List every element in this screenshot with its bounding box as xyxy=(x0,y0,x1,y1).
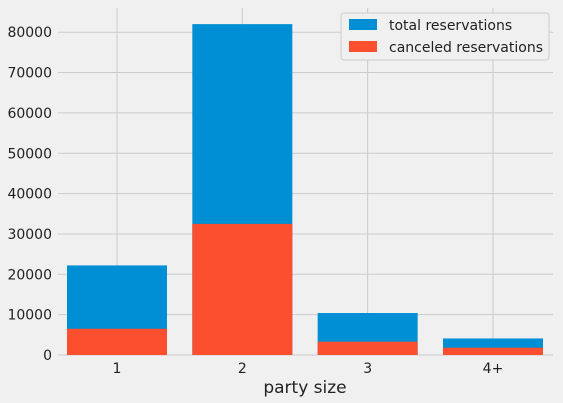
x-tick-label: 4+ xyxy=(483,361,504,377)
y-tick-label: 50000 xyxy=(7,146,52,162)
x-tick-label: 2 xyxy=(238,361,247,377)
y-tick-label: 30000 xyxy=(7,227,52,243)
y-tick-label: 40000 xyxy=(7,187,52,203)
y-tick-label: 70000 xyxy=(7,66,52,82)
bar-canceled-reservations xyxy=(442,347,543,355)
y-tick-label: 60000 xyxy=(7,106,52,122)
legend: total reservations canceled reservations xyxy=(340,12,550,61)
legend-frame xyxy=(340,12,550,61)
x-tick-label: 3 xyxy=(363,361,372,377)
y-tick-label: 80000 xyxy=(7,25,52,41)
x-tick-labels: 1 2 3 4+ xyxy=(113,361,504,377)
bar-canceled-reservations xyxy=(67,328,167,355)
y-tick-label: 0 xyxy=(43,348,52,364)
bar-canceled-reservations xyxy=(192,223,293,355)
legend-swatch-canceled xyxy=(349,41,377,52)
legend-label-total: total reservations xyxy=(389,18,512,34)
y-tick-labels: 0 10000 20000 30000 40000 50000 60000 70000 8000… xyxy=(7,25,52,364)
legend-label-canceled: canceled reservations xyxy=(389,40,543,56)
x-axis-label: party size xyxy=(263,378,346,398)
bar-canceled-reservations xyxy=(317,341,418,355)
y-tick-label: 10000 xyxy=(7,308,52,324)
bars xyxy=(67,24,543,356)
y-tick-label: 20000 xyxy=(7,267,52,283)
legend-swatch-total xyxy=(349,19,377,30)
x-tick-label: 1 xyxy=(113,361,122,377)
